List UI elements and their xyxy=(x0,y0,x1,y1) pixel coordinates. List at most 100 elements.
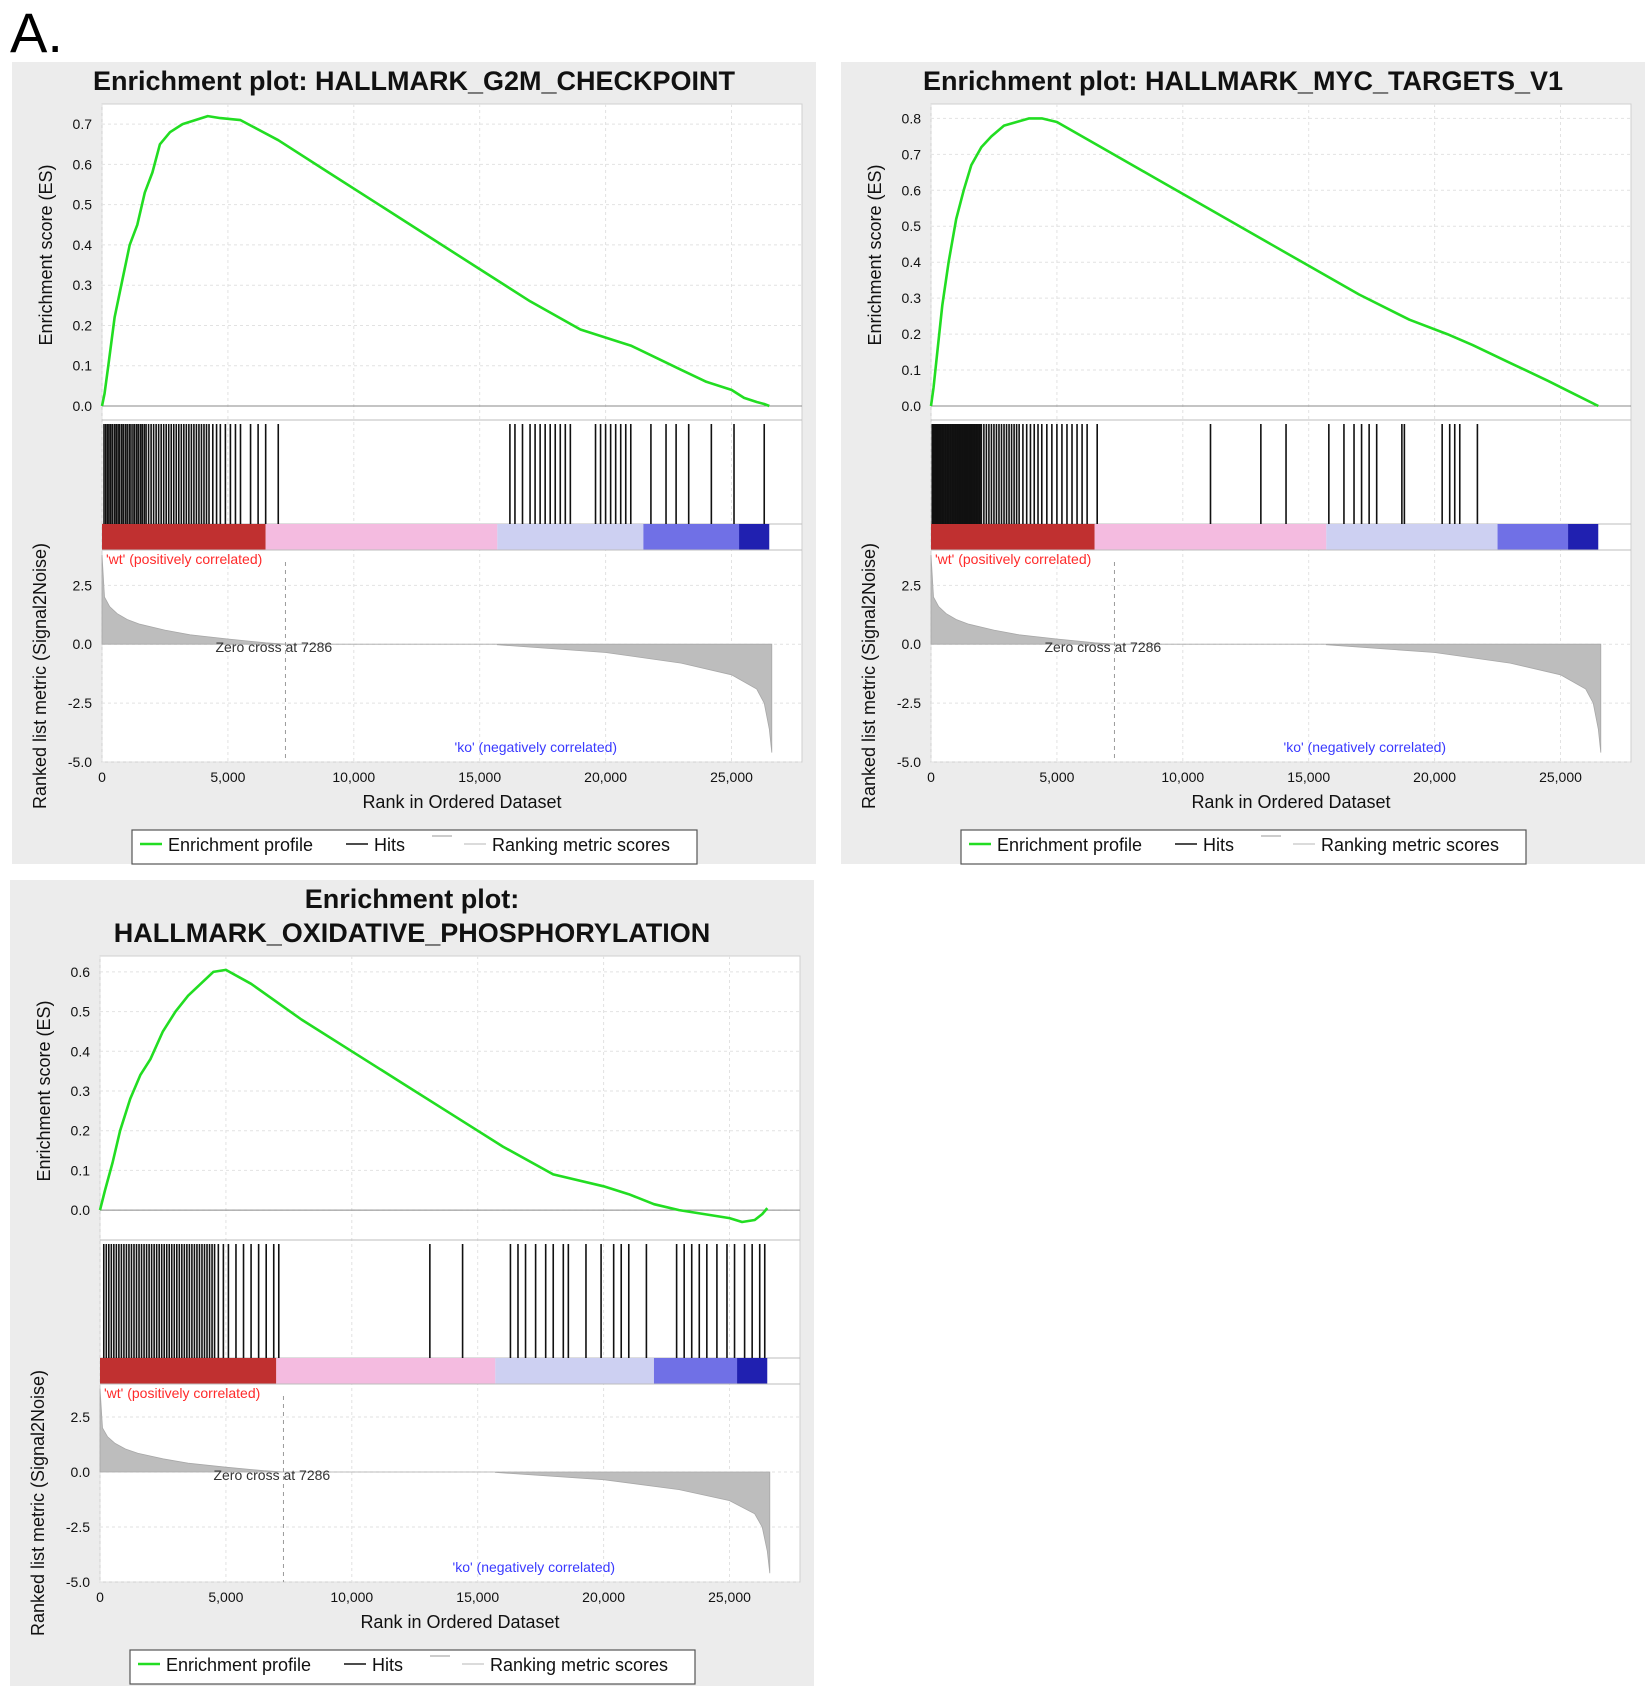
color-bar-segment xyxy=(100,1358,277,1384)
positive-correlation-label: 'wt' (positively correlated) xyxy=(104,1385,260,1401)
color-bar-segment xyxy=(739,524,770,550)
legend-label-hits: Hits xyxy=(1203,835,1234,855)
metric-tick-label: 0.0 xyxy=(71,1464,91,1480)
es-tick-label: 0.1 xyxy=(73,358,93,374)
y-axis-label-es: Enrichment score (ES) xyxy=(36,164,56,345)
x-axis-label: Rank in Ordered Dataset xyxy=(360,1612,559,1632)
es-tick-label: 0.8 xyxy=(902,110,922,126)
metric-tick-label: 2.5 xyxy=(902,577,922,593)
enrichment-profile-line xyxy=(929,117,1599,408)
color-bar-segment xyxy=(1497,524,1569,550)
zero-cross-label: Zero cross at 7286 xyxy=(213,1467,330,1483)
es-tick-label: 0.6 xyxy=(73,156,93,172)
x-tick-label: 5,000 xyxy=(208,1589,243,1605)
metric-tick-label: -5.0 xyxy=(897,754,921,770)
x-tick-label: 20,000 xyxy=(582,1589,625,1605)
enrichment-profile-line xyxy=(100,114,770,408)
x-tick-label: 20,000 xyxy=(1413,769,1456,785)
es-tick-label: 0.7 xyxy=(902,146,922,162)
x-tick-label: 10,000 xyxy=(1161,769,1204,785)
y-axis-label-metric: Ranked list metric (Signal2Noise) xyxy=(30,543,50,809)
x-tick-label: 0 xyxy=(927,769,935,785)
legend-box xyxy=(131,829,698,865)
color-bar-segment xyxy=(643,524,740,550)
enrichment-plot-myc-targets-v1: Enrichment plot: HALLMARK_MYC_TARGETS_V1… xyxy=(841,62,1645,865)
metric-tick-label: 2.5 xyxy=(73,577,93,593)
x-tick-label: 20,000 xyxy=(584,769,627,785)
x-tick-label: 15,000 xyxy=(1287,769,1330,785)
metric-tick-label: -2.5 xyxy=(897,695,921,711)
es-tick-label: 0.2 xyxy=(71,1123,91,1139)
chart-title: Enrichment plot: HALLMARK_MYC_TARGETS_V1 xyxy=(923,66,1563,96)
zero-cross-label: Zero cross at 7286 xyxy=(215,639,332,655)
y-axis-label-es: Enrichment score (ES) xyxy=(34,1000,54,1181)
x-tick-label: 25,000 xyxy=(708,1589,751,1605)
y-axis-label-metric: Ranked list metric (Signal2Noise) xyxy=(28,1370,48,1636)
legend-label-metric: Ranking metric scores xyxy=(490,1655,668,1675)
legend-label-metric: Ranking metric scores xyxy=(492,835,670,855)
color-bar-segment xyxy=(737,1358,768,1384)
metric-tick-label: 2.5 xyxy=(71,1409,91,1425)
es-tick-label: 0.1 xyxy=(71,1162,91,1178)
color-bar-segment xyxy=(931,524,1095,550)
color-bar-segment xyxy=(102,524,266,550)
legend-label-enrichment: Enrichment profile xyxy=(168,835,313,855)
zero-cross-label: Zero cross at 7286 xyxy=(1044,639,1161,655)
es-tick-label: 0.3 xyxy=(902,290,922,306)
es-tick-label: 0.0 xyxy=(902,398,922,414)
es-tick-label: 0.7 xyxy=(73,116,93,132)
x-axis-label: Rank in Ordered Dataset xyxy=(1191,792,1390,812)
metric-tick-label: 0.0 xyxy=(902,636,922,652)
enrichment-plot-svg: Enrichment plot: HALLMARK_MYC_TARGETS_V1… xyxy=(859,66,1632,865)
chart-title: HALLMARK_OXIDATIVE_PHOSPHORYLATION xyxy=(114,918,711,948)
es-tick-label: 0.4 xyxy=(71,1043,91,1059)
metric-tick-label: 0.0 xyxy=(73,636,93,652)
es-tick-label: 0.6 xyxy=(71,964,91,980)
es-tick-label: 0.3 xyxy=(71,1083,91,1099)
es-tick-label: 0.1 xyxy=(902,362,922,378)
legend-box xyxy=(129,1649,696,1685)
enrichment-plot-svg: Enrichment plot: HALLMARK_G2M_CHECKPOINT… xyxy=(30,66,803,865)
es-tick-label: 0.0 xyxy=(71,1202,91,1218)
x-tick-label: 10,000 xyxy=(332,769,375,785)
es-tick-label: 0.2 xyxy=(902,326,922,342)
legend-label-hits: Hits xyxy=(372,1655,403,1675)
x-tick-label: 15,000 xyxy=(456,1589,499,1605)
enrichment-plot-oxidative-phosphorylation: Enrichment plot: HALLMARK_OXIDATIVE_PHOSP… xyxy=(10,880,814,1686)
color-bar-segment xyxy=(265,524,498,550)
es-tick-label: 0.6 xyxy=(902,182,922,198)
x-tick-label: 5,000 xyxy=(1039,769,1074,785)
es-tick-label: 0.3 xyxy=(73,277,93,293)
metric-tick-label: -5.0 xyxy=(68,754,92,770)
panel-letter: A. xyxy=(10,1,63,64)
legend-box xyxy=(960,829,1527,865)
color-bar-segment xyxy=(1326,524,1498,550)
legend-label-metric: Ranking metric scores xyxy=(1321,835,1499,855)
x-tick-label: 10,000 xyxy=(330,1589,373,1605)
x-tick-label: 25,000 xyxy=(710,769,753,785)
es-tick-label: 0.0 xyxy=(73,398,93,414)
chart-title: Enrichment plot: HALLMARK_G2M_CHECKPOINT xyxy=(93,66,736,96)
es-tick-label: 0.2 xyxy=(73,317,93,333)
x-tick-label: 15,000 xyxy=(458,769,501,785)
es-tick-label: 0.5 xyxy=(71,1004,91,1020)
enrichment-plot-g2m-checkpoint: Enrichment plot: HALLMARK_G2M_CHECKPOINT… xyxy=(12,62,816,865)
x-axis-label: Rank in Ordered Dataset xyxy=(362,792,561,812)
color-bar-segment xyxy=(653,1358,738,1384)
color-bar-segment xyxy=(276,1358,496,1384)
metric-tick-label: -2.5 xyxy=(66,1519,90,1535)
chart-title: Enrichment plot: xyxy=(305,884,520,914)
metric-tick-label: -2.5 xyxy=(68,695,92,711)
negative-correlation-label: 'ko' (negatively correlated) xyxy=(1284,739,1447,755)
enrichment-plot-svg: Enrichment plot: HALLMARK_OXIDATIVE_PHOSP… xyxy=(28,884,801,1685)
x-tick-label: 0 xyxy=(96,1589,104,1605)
x-tick-label: 5,000 xyxy=(210,769,245,785)
color-bar-segment xyxy=(1094,524,1327,550)
legend-label-enrichment: Enrichment profile xyxy=(166,1655,311,1675)
negative-correlation-label: 'ko' (negatively correlated) xyxy=(453,1559,616,1575)
es-tick-label: 0.4 xyxy=(73,237,93,253)
x-tick-label: 25,000 xyxy=(1539,769,1582,785)
positive-correlation-label: 'wt' (positively correlated) xyxy=(106,551,262,567)
enrichment-profile-line xyxy=(98,968,769,1224)
es-tick-label: 0.5 xyxy=(73,197,93,213)
